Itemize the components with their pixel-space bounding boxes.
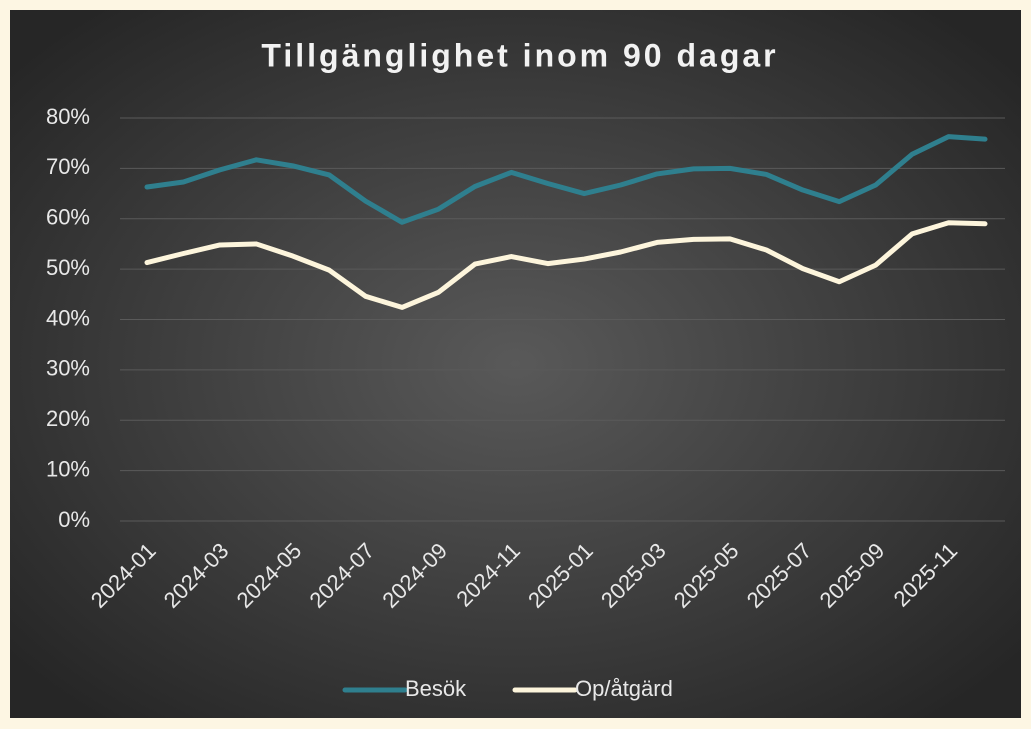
legend-label: Besök (405, 676, 467, 701)
y-tick-label: 10% (46, 456, 90, 481)
data-line (144, 134, 988, 225)
y-tick-label: 80% (46, 104, 90, 129)
y-tick-label: 20% (46, 406, 90, 431)
y-tick-label: 50% (46, 255, 90, 280)
y-tick-label: 70% (46, 154, 90, 179)
y-tick-label: 30% (46, 356, 90, 381)
y-tick-label: 40% (46, 305, 90, 330)
y-tick-label: 0% (58, 507, 90, 532)
chart-area (10, 10, 1021, 718)
legend-label: Op/åtgärd (575, 676, 673, 701)
y-tick-label: 60% (46, 205, 90, 230)
chart-title: Tillgänglighet inom 90 dagar (261, 37, 778, 73)
data-line (144, 220, 988, 310)
